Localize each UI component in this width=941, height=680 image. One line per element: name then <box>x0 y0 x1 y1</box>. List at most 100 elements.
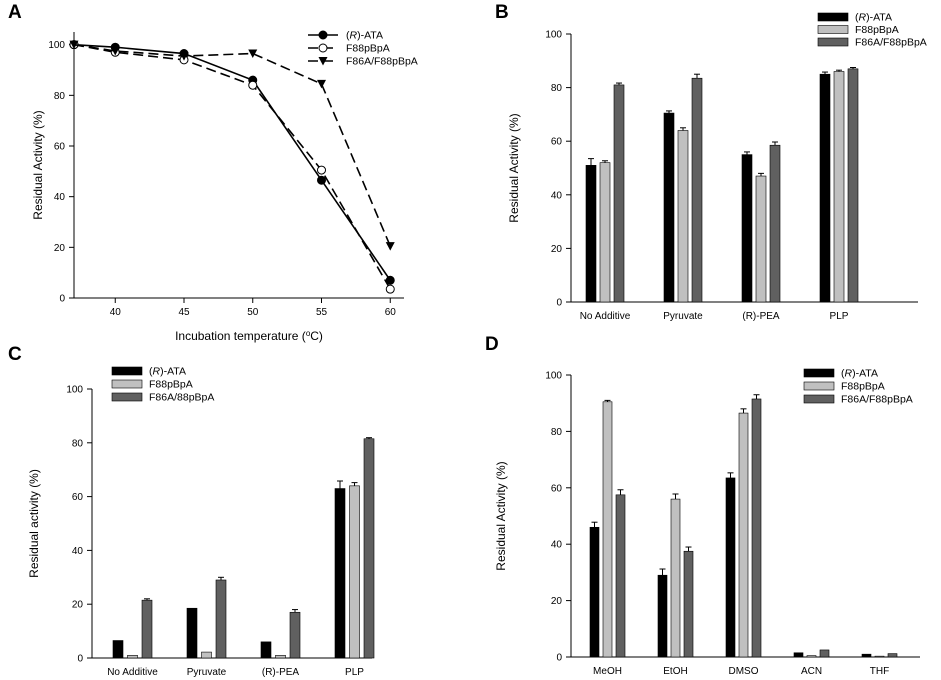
legend-swatch <box>111 379 143 389</box>
bar <box>613 84 625 303</box>
data-point <box>248 80 258 90</box>
bar <box>363 438 375 659</box>
legend-swatch <box>111 392 143 402</box>
legend-label: F88pBpA <box>841 381 885 393</box>
bar <box>725 477 736 658</box>
legend-label: F86A/F88pBpA <box>855 37 927 49</box>
series-3 <box>141 437 375 659</box>
x-tick-label: No Additive <box>580 311 631 322</box>
y-tick-label: 0 <box>556 298 562 309</box>
data-point <box>317 175 326 185</box>
legend-label: F86A/F88pBpA <box>841 394 913 406</box>
x-tick-label: 50 <box>247 307 259 318</box>
bar <box>806 655 817 658</box>
legend-label: (R)-ATA <box>149 366 186 378</box>
y-tick-label: 40 <box>72 546 84 557</box>
panel-a: A 0 20 40 60 80 100 Residual Activity (%) 40 45 50… <box>8 2 418 343</box>
bar <box>186 607 198 659</box>
y-tick-label: 40 <box>551 190 563 201</box>
data-point <box>385 242 395 251</box>
legend-label: (R)-ATA <box>841 368 878 380</box>
y-tick-label: 60 <box>54 142 66 153</box>
x-tick-label: Pyruvate <box>187 667 227 678</box>
x-tick-label: MeOH <box>593 666 622 677</box>
legend-swatch <box>817 12 849 22</box>
data-point <box>317 79 326 89</box>
bar <box>670 498 681 658</box>
panel-letter: B <box>495 2 509 23</box>
x-tick-label: 40 <box>110 307 122 318</box>
bar <box>599 162 611 303</box>
series-line <box>73 43 391 247</box>
bar <box>615 494 626 658</box>
bar <box>602 401 613 658</box>
y-tick-label: 60 <box>72 492 84 503</box>
legend-label: F86A/F88pBpA <box>346 56 418 68</box>
legend-swatch <box>817 25 849 34</box>
bar <box>755 175 767 303</box>
bar <box>349 485 360 659</box>
series-1 <box>585 71 831 303</box>
bar <box>874 655 885 658</box>
legend-label: F86A/88pBpA <box>149 392 214 404</box>
y-axis-label: Residual Activity (%) <box>507 113 521 222</box>
series-2 <box>602 399 885 658</box>
bar <box>141 599 153 659</box>
panel-letter: D <box>485 334 499 355</box>
y-tick-label: 100 <box>545 30 562 41</box>
legend-swatch <box>803 368 835 378</box>
bar <box>769 144 781 303</box>
y-tick-label: 0 <box>77 654 83 665</box>
bar <box>847 68 859 303</box>
series-2 <box>127 482 360 659</box>
legend-marker <box>318 30 328 40</box>
bar <box>819 649 830 658</box>
series-1 <box>112 480 346 659</box>
bar <box>691 77 703 303</box>
y-tick-label: 60 <box>551 483 563 494</box>
legend-swatch <box>803 394 835 404</box>
bar <box>260 641 272 659</box>
data-point <box>317 165 326 175</box>
y-tick-label: 80 <box>72 438 84 449</box>
x-tick-label: Pyruvate <box>663 311 703 322</box>
bar <box>751 398 762 658</box>
legend-label: (R)-ATA <box>855 12 892 24</box>
x-axis-label: Incubation temperature (oC) <box>175 329 323 344</box>
data-point <box>385 284 395 294</box>
data-point <box>248 49 258 59</box>
x-tick-label: (R)-PEA <box>742 311 780 322</box>
legend-label: F88pBpA <box>149 379 193 391</box>
y-tick-label: 0 <box>59 294 65 305</box>
panel-c: C 0 20 40 60 80 100 Residual activity (%) No Add… <box>8 344 375 678</box>
series-3 <box>69 40 395 251</box>
legend-swatch <box>817 37 849 47</box>
y-axis-label: Residual Activity (%) <box>494 461 508 570</box>
bar <box>738 412 749 658</box>
x-tick-label: PLP <box>830 311 849 322</box>
y-tick-label: 60 <box>551 137 563 148</box>
x-tick-label: EtOH <box>663 666 687 677</box>
series-3 <box>613 67 859 303</box>
legend-marker <box>318 57 328 66</box>
y-tick-label: 80 <box>551 83 563 94</box>
bar <box>127 655 138 659</box>
y-tick-label: 80 <box>54 91 66 102</box>
bar <box>663 112 675 303</box>
bar <box>861 653 872 658</box>
series-1 <box>589 472 872 658</box>
legend-swatch <box>803 381 835 391</box>
bar <box>215 579 227 659</box>
bar <box>275 655 286 659</box>
y-axis-label: Residual Activity (%) <box>31 110 45 219</box>
y-tick-label: 20 <box>551 596 563 607</box>
series-2 <box>599 69 845 303</box>
y-tick-label: 80 <box>551 427 563 438</box>
data-point <box>385 275 395 285</box>
panel-b: B 0 20 40 60 80 100 Residual Activity (%) No Add… <box>495 2 927 322</box>
legend-label: F88pBpA <box>346 43 390 55</box>
legend-marker <box>318 43 328 53</box>
x-tick-label: No Additive <box>107 667 158 678</box>
bar <box>683 550 694 658</box>
